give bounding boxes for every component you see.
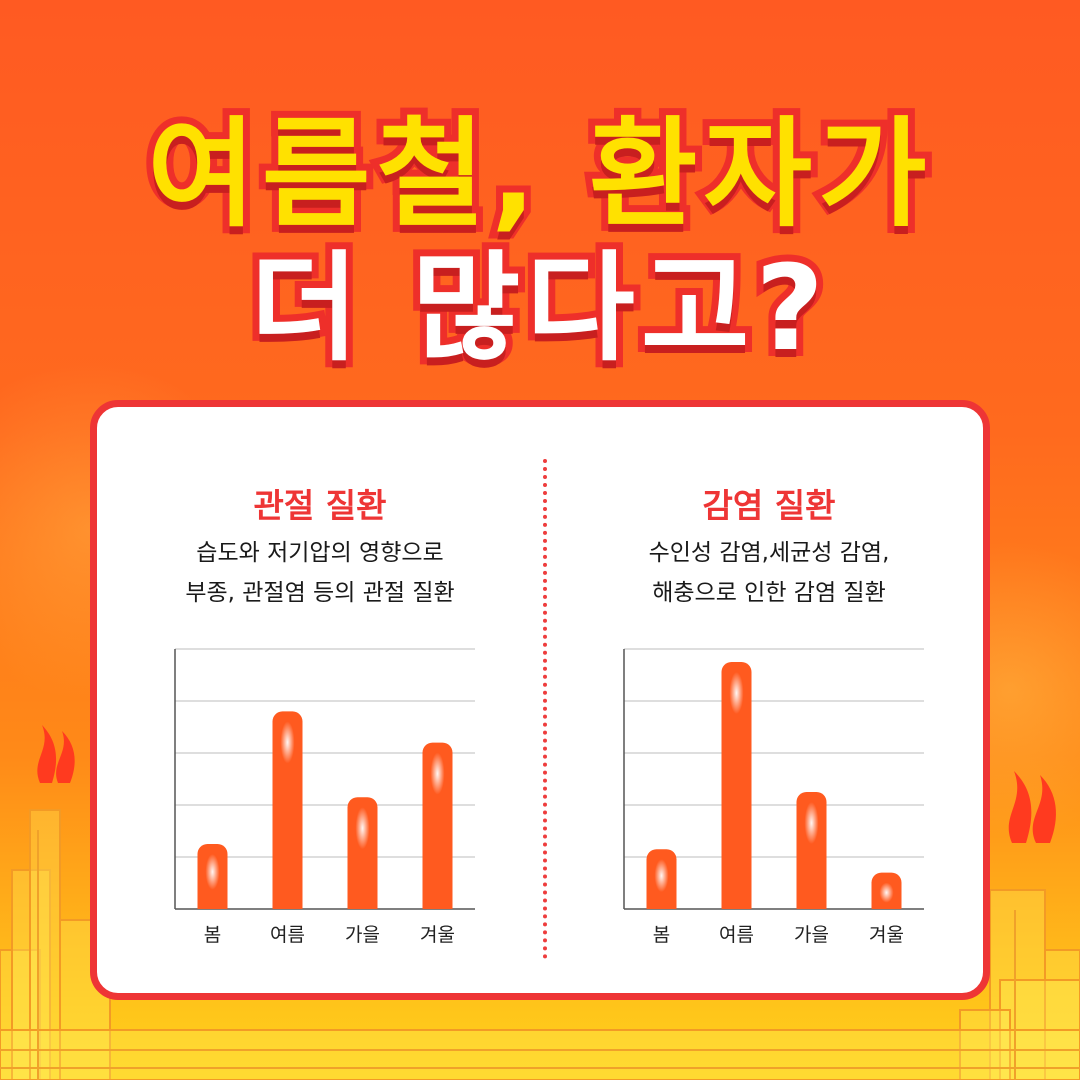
bar-highlight	[654, 859, 669, 893]
flame-icon	[37, 725, 75, 783]
category-label: 겨울	[869, 924, 904, 946]
category-label: 겨울	[420, 924, 455, 946]
bar-chart-infectious-disease: 봄 여름 가을 겨울	[623, 648, 924, 946]
bar-highlight	[280, 721, 295, 764]
bar-highlight	[804, 802, 819, 844]
bar-highlight	[729, 672, 744, 714]
category-label: 봄	[653, 924, 670, 946]
bar-base	[871, 899, 902, 909]
title-line-2: 더 많다고?	[243, 232, 831, 384]
bar-highlight	[355, 807, 370, 850]
description-line: 부종, 관절염 등의 관절 질환	[185, 580, 455, 606]
category-label: 가을	[794, 924, 829, 946]
bar-highlight	[879, 882, 894, 903]
panel-heading: 감염 질환	[702, 486, 836, 525]
description-line: 해충으로 인한 감염 질환	[652, 580, 886, 606]
panel-heading: 관절 질환	[253, 486, 387, 525]
dotted-divider	[543, 459, 547, 959]
panel-description: 습도와 저기압의 영향으로 부종, 관절염 등의 관절 질환	[97, 533, 543, 613]
bar-base	[422, 899, 453, 909]
bar-base	[796, 899, 827, 909]
panel-description: 수인성 감염,세균성 감염, 해충으로 인한 감염 질환	[546, 533, 992, 613]
bar-base	[347, 899, 378, 909]
description-line: 습도와 저기압의 영향으로	[196, 540, 444, 566]
bar	[796, 792, 827, 909]
category-label: 가을	[345, 924, 380, 946]
bar-highlight	[430, 752, 445, 795]
bar	[721, 662, 752, 909]
bar-base	[197, 899, 228, 909]
bar	[347, 797, 378, 909]
description-line: 수인성 감염,세균성 감염,	[648, 540, 890, 566]
bar-base	[272, 899, 303, 909]
bar-base	[646, 899, 677, 909]
bar-highlight	[205, 854, 220, 890]
flame-icon	[1008, 771, 1056, 843]
category-label: 여름	[270, 924, 305, 946]
panel-infectious-disease: 감염 질환 수인성 감염,세균성 감염, 해충으로 인한 감염 질환 봄 여름 가을…	[546, 407, 992, 993]
panel-joint-disease: 관절 질환 습도와 저기압의 영향으로 부종, 관절염 등의 관절 질환 봄 여름…	[97, 407, 543, 993]
city-skyline-illustration	[0, 809, 1080, 1080]
category-label: 봄	[204, 924, 221, 946]
bar	[422, 742, 453, 909]
bar	[272, 711, 303, 909]
title-line-1: 여름철, 환자가	[140, 98, 933, 250]
bar-chart-joint-disease: 봄 여름 가을 겨울	[174, 648, 475, 946]
comparison-card: 관절 질환 습도와 저기압의 영향으로 부종, 관절염 등의 관절 질환 봄 여름…	[90, 400, 990, 1000]
bar-base	[721, 899, 752, 909]
category-label: 여름	[719, 924, 754, 946]
